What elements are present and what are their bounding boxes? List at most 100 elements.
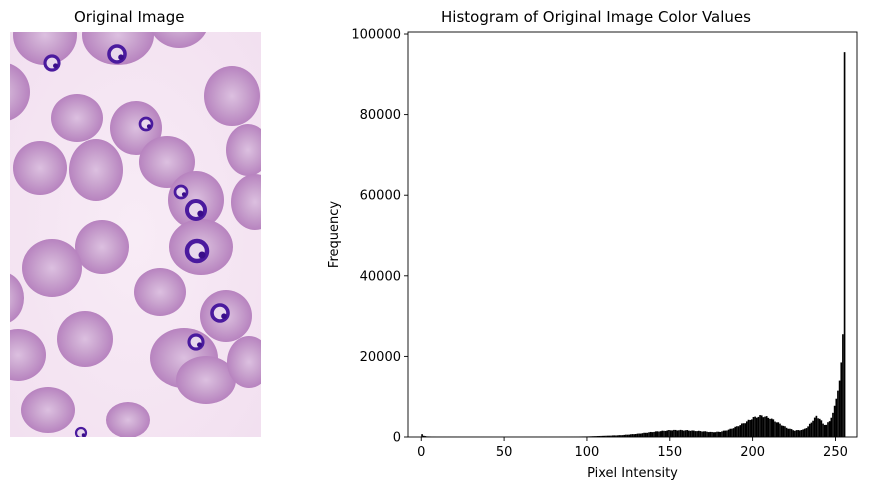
histogram-bar: [686, 430, 689, 437]
histogram-bar: [633, 434, 635, 437]
x-tick-label: 0: [417, 445, 425, 460]
histogram-bar: [688, 430, 690, 437]
parasite-chromatin-dot: [181, 192, 187, 197]
histogram-bar: [802, 429, 804, 437]
histogram-bar: [422, 435, 425, 437]
red-blood-cell: [22, 239, 82, 297]
histogram-bar: [644, 432, 647, 437]
histogram-bar: [689, 430, 692, 437]
histogram-bar: [716, 431, 718, 437]
histogram-bar: [668, 430, 670, 437]
y-tick-label: 80000: [360, 108, 401, 123]
x-tick-label: 200: [740, 445, 765, 460]
histogram-bar: [631, 434, 634, 437]
y-tick-label: 40000: [360, 269, 401, 284]
histogram-bar: [736, 426, 738, 437]
histogram-bar: [747, 419, 750, 437]
histogram-bar: [659, 431, 662, 437]
histogram-bar: [726, 430, 728, 437]
histogram-bar: [777, 422, 780, 437]
histogram-bar: [623, 434, 626, 437]
histogram-bar: [827, 422, 829, 437]
histogram-bar: [737, 426, 740, 437]
histogram-bar: [654, 431, 657, 437]
parasite-chromatin-dot: [146, 124, 152, 129]
histogram-bar: [696, 431, 698, 437]
histogram-bar: [709, 431, 712, 437]
histogram-bar: [755, 417, 758, 437]
histogram-bar: [830, 417, 833, 437]
histogram-bar: [664, 430, 667, 437]
histogram-bar: [679, 429, 682, 437]
histogram-bar: [610, 435, 612, 437]
histogram-bar: [634, 434, 637, 437]
histogram-bar: [785, 427, 788, 437]
parasite-chromatin-dot: [198, 251, 206, 259]
histogram-bar: [838, 380, 841, 437]
histogram-bar: [789, 428, 791, 437]
parasite-chromatin-dot: [197, 342, 202, 348]
histogram-bar: [817, 418, 819, 437]
histogram-bar: [666, 430, 669, 437]
red-blood-cell: [226, 124, 270, 176]
histogram-bar: [808, 423, 811, 437]
red-blood-cell: [110, 101, 162, 155]
histogram-bar: [643, 432, 645, 437]
histogram-bar: [770, 418, 773, 437]
histogram-bar: [764, 416, 766, 437]
histogram-bar: [603, 435, 606, 437]
histogram-bar: [794, 430, 796, 437]
histogram-bar: [701, 431, 703, 437]
histogram-bar: [807, 426, 809, 437]
histogram-bar: [818, 418, 821, 437]
axes-frame: [407, 31, 858, 438]
parasite-chromatin-dot: [118, 54, 124, 60]
y-tick-label: 20000: [360, 350, 401, 365]
histogram-bar: [671, 430, 674, 437]
histogram-bar: [833, 405, 836, 437]
histogram-bar: [803, 428, 806, 437]
red-blood-cell: [21, 387, 75, 433]
histogram-bar: [600, 435, 602, 437]
histogram-bar: [681, 430, 684, 437]
histogram-bar: [837, 390, 839, 437]
histogram-bar: [795, 430, 798, 437]
x-tick-label: 50: [496, 445, 513, 460]
histogram-bar: [661, 430, 664, 437]
histogram-bar: [769, 418, 771, 437]
histogram-bar: [835, 398, 838, 437]
histogram-bar: [832, 412, 834, 437]
histogram-bar: [621, 435, 624, 437]
histogram-bar: [813, 417, 816, 437]
histogram-bar: [754, 416, 756, 437]
histogram-bar: [676, 430, 679, 437]
histogram-bar: [774, 421, 776, 437]
blood-smear-micrograph: [0, 0, 279, 440]
histogram-bar: [825, 424, 828, 437]
histogram-bar: [651, 432, 654, 437]
parasite-chromatin-dot: [221, 313, 227, 320]
histogram-bar: [663, 430, 665, 437]
histogram-bar: [765, 416, 768, 437]
original-image: [0, 0, 279, 440]
histogram-bar: [605, 435, 607, 437]
histogram-bar: [611, 435, 614, 437]
histogram-bar: [646, 432, 649, 437]
histogram-bar: [732, 428, 735, 437]
red-blood-cell: [69, 139, 123, 201]
red-blood-cell: [176, 356, 236, 404]
histogram-bar: [784, 426, 786, 437]
histogram-bar: [641, 433, 644, 437]
histogram-bar: [707, 432, 710, 437]
histogram-bar: [757, 416, 760, 437]
x-tick-label: 150: [657, 445, 682, 460]
histogram-bar: [767, 417, 770, 437]
histogram-bar: [840, 362, 843, 437]
histogram-bar: [595, 436, 597, 437]
x-tick-label: 100: [575, 445, 600, 460]
histogram-bar: [598, 435, 601, 437]
histogram-bar: [606, 435, 609, 437]
histogram-bar: [691, 430, 693, 437]
histogram-bar: [674, 429, 677, 437]
red-blood-cell: [75, 220, 129, 274]
